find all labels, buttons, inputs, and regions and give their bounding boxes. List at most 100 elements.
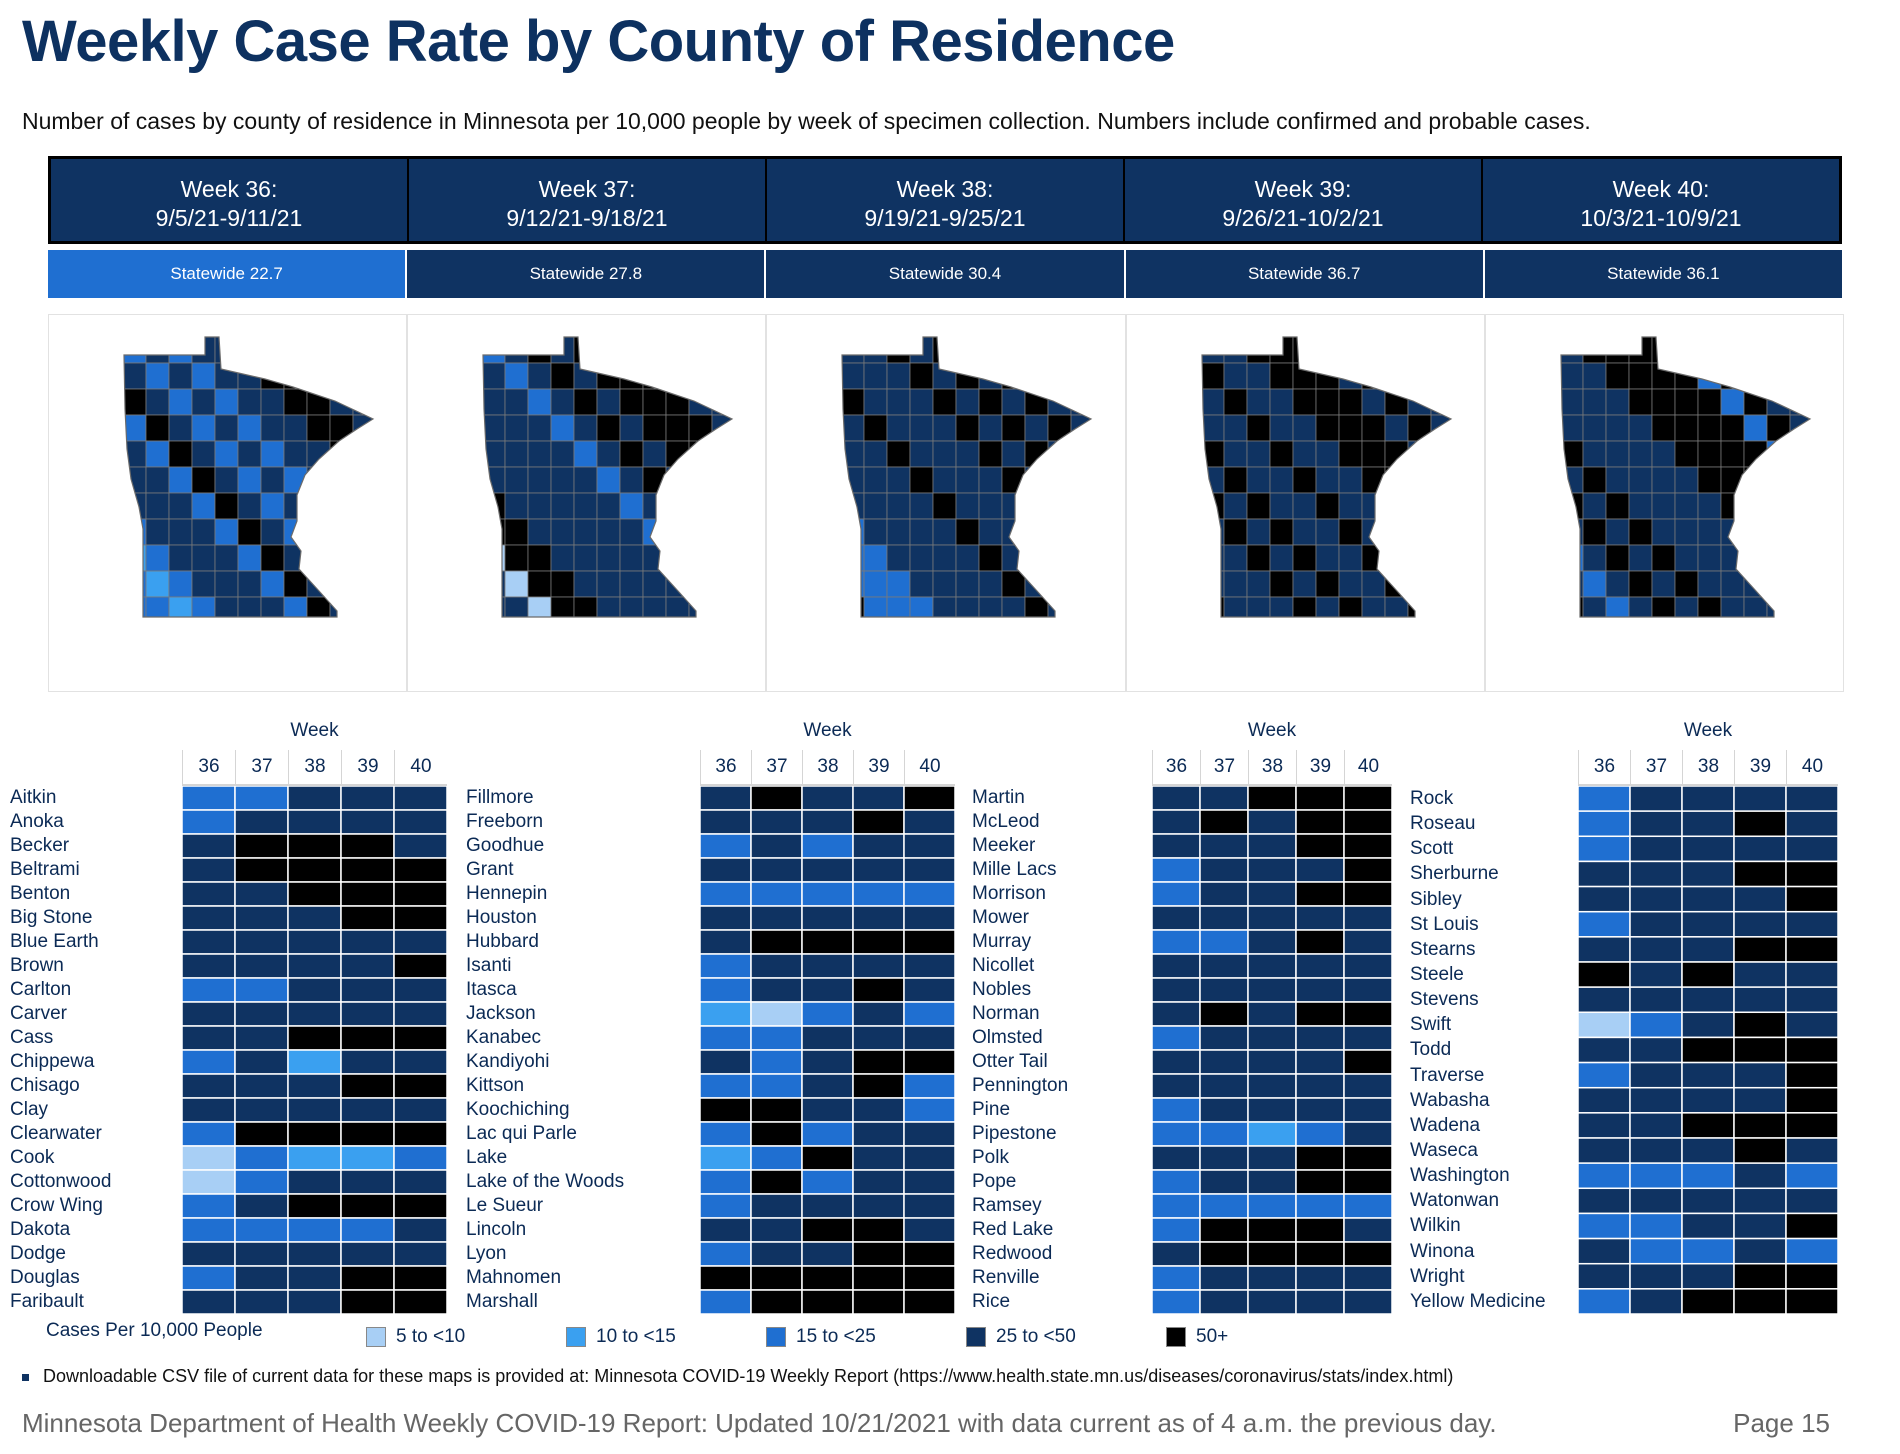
heatmap-cell (700, 905, 752, 931)
heatmap-cell (1295, 1049, 1345, 1075)
heatmap-cell (801, 1265, 854, 1291)
map-county-tile (1048, 440, 1072, 468)
map-county-tile (168, 414, 193, 442)
map-county-tile (956, 596, 980, 617)
legend-item-50-plus: 50+ (1166, 1326, 1228, 1348)
map-county-tile (283, 492, 308, 520)
map-county-tile (1605, 544, 1630, 572)
heatmap-cell (393, 1121, 447, 1147)
map-county-tile (573, 570, 598, 598)
map-county-tile (573, 337, 598, 364)
heatmap-cell (234, 1265, 289, 1291)
heatmap-cell (903, 1001, 955, 1027)
heatmap-cell (1681, 936, 1735, 963)
heatmap-cell (852, 857, 905, 883)
heatmap-cell (1785, 1288, 1838, 1315)
map-county-tile (1582, 544, 1607, 572)
county-label: Brown (10, 955, 64, 976)
map-county-tile (1338, 362, 1363, 390)
map-county-tile (887, 466, 911, 494)
map-county-tile (910, 466, 934, 494)
map-county-tile (1246, 596, 1271, 617)
heatmap-cell (1733, 936, 1787, 963)
heatmap-cell (801, 1193, 854, 1219)
heatmap-cell (1785, 1086, 1838, 1114)
map-county-tile (642, 544, 667, 572)
heatmap-cell (287, 929, 342, 955)
heatmap-cell (182, 809, 236, 835)
county-label: Traverse (1410, 1064, 1485, 1086)
heatmap-cell (801, 1097, 854, 1123)
county-label: Houston (466, 907, 537, 928)
heatmap-cell (1733, 835, 1787, 863)
map-county-tile (887, 362, 911, 390)
map-county-tile (596, 518, 621, 546)
heatmap-cell (234, 1121, 289, 1147)
map-county-tile (1269, 596, 1294, 617)
map-county-tile (1246, 518, 1271, 546)
heatmap-cell (1152, 1193, 1201, 1219)
heatmap-cell (1343, 1001, 1392, 1027)
map-county-tile (527, 337, 552, 364)
map-county-tile (956, 388, 980, 416)
map-week-39 (1125, 314, 1485, 692)
heatmap-cell (1785, 1036, 1838, 1064)
map-county-tile (1048, 414, 1072, 442)
map-county-tile (1338, 440, 1363, 468)
county-label: Hennepin (466, 883, 548, 904)
map-county-tile (145, 388, 170, 416)
heatmap-cell (234, 905, 289, 931)
heatmap-cell (393, 1289, 447, 1314)
heatmap-cell (1733, 885, 1787, 913)
heatmap-cell (1295, 833, 1345, 859)
heatmap-cell (182, 929, 236, 955)
map-county-tile (1674, 544, 1699, 572)
map-county-tile (306, 570, 331, 598)
heatmap-cell (1733, 786, 1787, 812)
map-county-tile (1605, 414, 1630, 442)
heatmap-cells (182, 786, 447, 1314)
map-county-tile (168, 492, 193, 520)
legend-item-5-10: 5 to <10 (366, 1326, 465, 1348)
heatmap-cell (1733, 1036, 1787, 1064)
heatmap-cell (750, 1193, 803, 1219)
county-label: Aitkin (10, 787, 57, 808)
heatmap-cell (1785, 1187, 1838, 1215)
map-county-tile (1743, 414, 1768, 442)
heatmap-cell (700, 786, 752, 811)
heatmap-cell (1199, 1001, 1249, 1027)
heatmap-cell (1629, 1112, 1683, 1139)
map-county-tile (214, 388, 239, 416)
heatmap-cell (340, 977, 395, 1003)
heatmap-cell (340, 1289, 395, 1314)
county-label: Goodhue (466, 835, 545, 856)
heatmap-cell (1629, 1061, 1683, 1089)
map-county-tile (1605, 440, 1630, 468)
heatmap-cell (1578, 1237, 1631, 1265)
heatmap-cell (182, 1073, 236, 1099)
map-county-tile (1338, 518, 1363, 546)
heatmap-cell (1247, 1121, 1297, 1147)
heatmap-cell (1295, 905, 1345, 931)
map-county-tile (1582, 388, 1607, 416)
heatmap-cell (700, 1121, 752, 1147)
heatmap-cell (1578, 1187, 1631, 1215)
map-county-tile (145, 466, 170, 494)
map-county-tile (352, 544, 373, 572)
map-county-tile (306, 362, 331, 390)
county-label: Redwood (972, 1243, 1053, 1264)
map-county-tile (1582, 337, 1607, 364)
heatmap-cell (287, 809, 342, 835)
map-county-tile (619, 466, 644, 494)
map-week-37 (407, 314, 767, 692)
heatmap-cell (801, 833, 854, 859)
map-county-tile (596, 570, 621, 598)
map-county-tile (1201, 337, 1225, 364)
week-number: 40 (1786, 750, 1838, 784)
heatmap-cell (1247, 1241, 1297, 1267)
county-label: Grant (466, 859, 514, 880)
map-county-tile (1071, 440, 1092, 468)
week-header-36: Week 36: 9/5/21-9/11/21 (51, 159, 409, 241)
map-county-tile (483, 492, 506, 520)
heatmap-cell (903, 953, 955, 979)
